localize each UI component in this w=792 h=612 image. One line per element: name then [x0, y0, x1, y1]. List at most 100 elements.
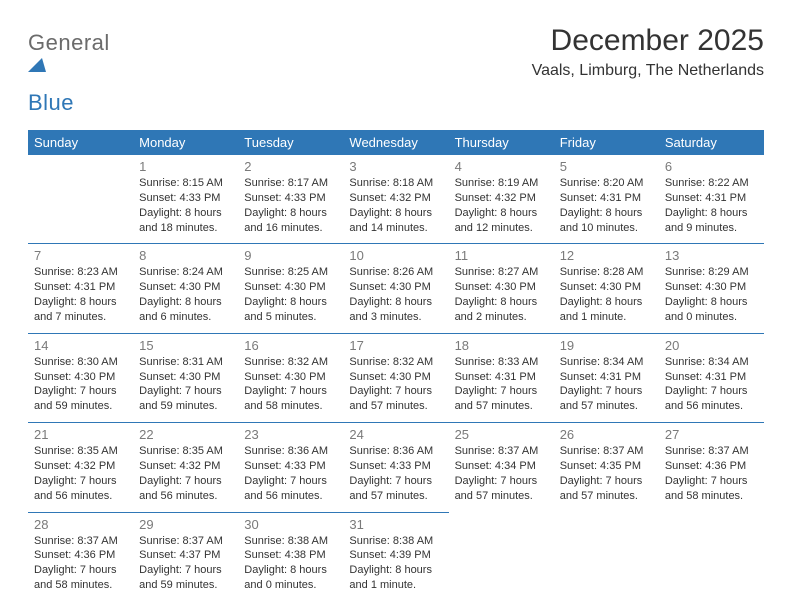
- calendar-cell: 15Sunrise: 8:31 AMSunset: 4:30 PMDayligh…: [133, 333, 238, 422]
- daylight-text: Daylight: 8 hours and 0 minutes.: [665, 295, 758, 325]
- col-saturday: Saturday: [659, 130, 764, 155]
- calendar-cell: [659, 512, 764, 601]
- calendar-cell: 24Sunrise: 8:36 AMSunset: 4:33 PMDayligh…: [343, 422, 448, 511]
- sunset-text: Sunset: 4:34 PM: [455, 459, 548, 474]
- day-number: 21: [34, 423, 127, 444]
- sunrise-text: Sunrise: 8:22 AM: [665, 176, 758, 191]
- day-number: 30: [244, 513, 337, 534]
- sunrise-text: Sunrise: 8:38 AM: [349, 534, 442, 549]
- sunset-text: Sunset: 4:33 PM: [139, 191, 232, 206]
- calendar-cell: 14Sunrise: 8:30 AMSunset: 4:30 PMDayligh…: [28, 333, 133, 422]
- daylight-text: Daylight: 8 hours and 2 minutes.: [455, 295, 548, 325]
- sunrise-text: Sunrise: 8:15 AM: [139, 176, 232, 191]
- day-number: 27: [665, 423, 758, 444]
- day-number: 17: [349, 334, 442, 355]
- sunset-text: Sunset: 4:30 PM: [349, 370, 442, 385]
- day-number: 23: [244, 423, 337, 444]
- day-number: 24: [349, 423, 442, 444]
- day-details: Sunrise: 8:34 AMSunset: 4:31 PMDaylight:…: [560, 355, 653, 414]
- daylight-text: Daylight: 7 hours and 56 minutes.: [34, 474, 127, 504]
- calendar-week: 7Sunrise: 8:23 AMSunset: 4:31 PMDaylight…: [28, 243, 764, 332]
- brand-word-1: General: [28, 30, 110, 55]
- sunset-text: Sunset: 4:36 PM: [665, 459, 758, 474]
- day-number: 31: [349, 513, 442, 534]
- sunset-text: Sunset: 4:33 PM: [244, 191, 337, 206]
- daylight-text: Daylight: 8 hours and 16 minutes.: [244, 206, 337, 236]
- day-number: 29: [139, 513, 232, 534]
- sunset-text: Sunset: 4:31 PM: [34, 280, 127, 295]
- sunrise-text: Sunrise: 8:37 AM: [139, 534, 232, 549]
- calendar-cell: 30Sunrise: 8:38 AMSunset: 4:38 PMDayligh…: [238, 512, 343, 601]
- daylight-text: Daylight: 7 hours and 59 minutes.: [34, 384, 127, 414]
- col-wednesday: Wednesday: [343, 130, 448, 155]
- calendar-cell: 3Sunrise: 8:18 AMSunset: 4:32 PMDaylight…: [343, 155, 448, 243]
- calendar-cell: 10Sunrise: 8:26 AMSunset: 4:30 PMDayligh…: [343, 243, 448, 332]
- daylight-text: Daylight: 8 hours and 18 minutes.: [139, 206, 232, 236]
- day-number: 3: [349, 155, 442, 176]
- calendar-cell: 5Sunrise: 8:20 AMSunset: 4:31 PMDaylight…: [554, 155, 659, 243]
- calendar-cell: 20Sunrise: 8:34 AMSunset: 4:31 PMDayligh…: [659, 333, 764, 422]
- sunrise-text: Sunrise: 8:38 AM: [244, 534, 337, 549]
- calendar-cell: 12Sunrise: 8:28 AMSunset: 4:30 PMDayligh…: [554, 243, 659, 332]
- page-subtitle: Vaals, Limburg, The Netherlands: [532, 62, 764, 80]
- sunset-text: Sunset: 4:32 PM: [139, 459, 232, 474]
- sunset-text: Sunset: 4:30 PM: [34, 370, 127, 385]
- brand-logo: General Blue: [28, 24, 110, 116]
- daylight-text: Daylight: 7 hours and 56 minutes.: [139, 474, 232, 504]
- sunset-text: Sunset: 4:33 PM: [244, 459, 337, 474]
- calendar-cell: 19Sunrise: 8:34 AMSunset: 4:31 PMDayligh…: [554, 333, 659, 422]
- day-details: Sunrise: 8:29 AMSunset: 4:30 PMDaylight:…: [665, 265, 758, 324]
- page-header: General Blue December 2025 Vaals, Limbur…: [28, 24, 764, 116]
- day-number: 19: [560, 334, 653, 355]
- day-details: Sunrise: 8:31 AMSunset: 4:30 PMDaylight:…: [139, 355, 232, 414]
- day-details: Sunrise: 8:35 AMSunset: 4:32 PMDaylight:…: [34, 444, 127, 503]
- calendar-cell: 21Sunrise: 8:35 AMSunset: 4:32 PMDayligh…: [28, 422, 133, 511]
- calendar-cell: 17Sunrise: 8:32 AMSunset: 4:30 PMDayligh…: [343, 333, 448, 422]
- calendar-table: Sunday Monday Tuesday Wednesday Thursday…: [28, 130, 764, 601]
- sunrise-text: Sunrise: 8:31 AM: [139, 355, 232, 370]
- sunset-text: Sunset: 4:38 PM: [244, 548, 337, 563]
- calendar-week: 21Sunrise: 8:35 AMSunset: 4:32 PMDayligh…: [28, 422, 764, 511]
- day-details: Sunrise: 8:38 AMSunset: 4:39 PMDaylight:…: [349, 534, 442, 593]
- col-monday: Monday: [133, 130, 238, 155]
- day-details: Sunrise: 8:36 AMSunset: 4:33 PMDaylight:…: [244, 444, 337, 503]
- sunrise-text: Sunrise: 8:32 AM: [244, 355, 337, 370]
- day-details: Sunrise: 8:33 AMSunset: 4:31 PMDaylight:…: [455, 355, 548, 414]
- sunset-text: Sunset: 4:30 PM: [139, 370, 232, 385]
- calendar-cell: 7Sunrise: 8:23 AMSunset: 4:31 PMDaylight…: [28, 243, 133, 332]
- col-tuesday: Tuesday: [238, 130, 343, 155]
- brand-word-2: Blue: [28, 90, 74, 115]
- daylight-text: Daylight: 8 hours and 12 minutes.: [455, 206, 548, 236]
- day-details: Sunrise: 8:37 AMSunset: 4:36 PMDaylight:…: [665, 444, 758, 503]
- calendar-cell: 22Sunrise: 8:35 AMSunset: 4:32 PMDayligh…: [133, 422, 238, 511]
- calendar-cell: 23Sunrise: 8:36 AMSunset: 4:33 PMDayligh…: [238, 422, 343, 511]
- day-details: Sunrise: 8:17 AMSunset: 4:33 PMDaylight:…: [244, 176, 337, 235]
- sunset-text: Sunset: 4:32 PM: [349, 191, 442, 206]
- day-details: Sunrise: 8:22 AMSunset: 4:31 PMDaylight:…: [665, 176, 758, 235]
- daylight-text: Daylight: 7 hours and 57 minutes.: [455, 384, 548, 414]
- sunrise-text: Sunrise: 8:35 AM: [34, 444, 127, 459]
- calendar-cell: [449, 512, 554, 601]
- calendar-cell: 18Sunrise: 8:33 AMSunset: 4:31 PMDayligh…: [449, 333, 554, 422]
- daylight-text: Daylight: 8 hours and 10 minutes.: [560, 206, 653, 236]
- sunset-text: Sunset: 4:30 PM: [244, 370, 337, 385]
- calendar-cell: 27Sunrise: 8:37 AMSunset: 4:36 PMDayligh…: [659, 422, 764, 511]
- sunset-text: Sunset: 4:30 PM: [665, 280, 758, 295]
- calendar-cell: 1Sunrise: 8:15 AMSunset: 4:33 PMDaylight…: [133, 155, 238, 243]
- day-number: 14: [34, 334, 127, 355]
- day-number: 2: [244, 155, 337, 176]
- sunrise-text: Sunrise: 8:23 AM: [34, 265, 127, 280]
- sunrise-text: Sunrise: 8:17 AM: [244, 176, 337, 191]
- sunrise-text: Sunrise: 8:29 AM: [665, 265, 758, 280]
- day-details: Sunrise: 8:23 AMSunset: 4:31 PMDaylight:…: [34, 265, 127, 324]
- day-number: 6: [665, 155, 758, 176]
- calendar-cell: 4Sunrise: 8:19 AMSunset: 4:32 PMDaylight…: [449, 155, 554, 243]
- daylight-text: Daylight: 8 hours and 3 minutes.: [349, 295, 442, 325]
- day-number: 22: [139, 423, 232, 444]
- day-details: Sunrise: 8:30 AMSunset: 4:30 PMDaylight:…: [34, 355, 127, 414]
- sunrise-text: Sunrise: 8:37 AM: [34, 534, 127, 549]
- day-details: Sunrise: 8:19 AMSunset: 4:32 PMDaylight:…: [455, 176, 548, 235]
- daylight-text: Daylight: 8 hours and 6 minutes.: [139, 295, 232, 325]
- calendar-cell: 16Sunrise: 8:32 AMSunset: 4:30 PMDayligh…: [238, 333, 343, 422]
- sunrise-text: Sunrise: 8:36 AM: [244, 444, 337, 459]
